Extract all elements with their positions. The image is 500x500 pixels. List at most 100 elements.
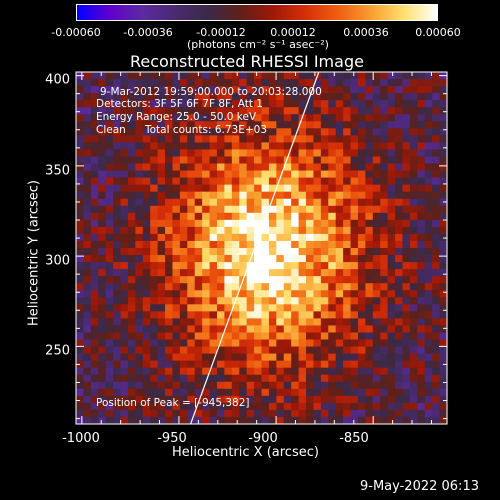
- heatmap-cell: [350, 72, 359, 80]
- heatmap-cell: [105, 219, 114, 228]
- heatmap-cell: [157, 353, 166, 362]
- heatmap-cell: [335, 276, 344, 284]
- heatmap-cell: [276, 149, 285, 158]
- heatmap-cell: [387, 219, 396, 228]
- heatmap-cell: [127, 219, 136, 228]
- heatmap-cell: [276, 114, 285, 122]
- heatmap-cell: [157, 262, 166, 270]
- heatmap-cell: [283, 325, 292, 334]
- heatmap-cell: [387, 255, 396, 263]
- heatmap-cell: [387, 388, 396, 397]
- heatmap-cell: [90, 149, 99, 158]
- heatmap-cell: [365, 86, 374, 94]
- heatmap-cell: [127, 304, 136, 312]
- heatmap-cell: [328, 135, 337, 143]
- heatmap-cell: [246, 212, 255, 221]
- heatmap-cell: [335, 128, 344, 136]
- heatmap-cell: [350, 163, 359, 172]
- heatmap-cell: [83, 311, 92, 319]
- heatmap-cell: [417, 198, 426, 207]
- heatmap-cell: [424, 191, 433, 200]
- heatmap-cell: [409, 142, 418, 151]
- heatmap-cell: [216, 402, 225, 411]
- heatmap-cell: [90, 233, 99, 242]
- heatmap-cell: [395, 416, 404, 425]
- heatmap-cell: [127, 381, 136, 390]
- heatmap-cell: [439, 402, 448, 411]
- heatmap-cell: [409, 233, 418, 242]
- heatmap-cell: [179, 191, 188, 200]
- heatmap-cell: [365, 262, 374, 270]
- heatmap-cell: [372, 276, 381, 284]
- heatmap-cell: [313, 318, 322, 327]
- heatmap-cell: [424, 107, 433, 115]
- heatmap-cell: [409, 409, 418, 418]
- heatmap-cell: [432, 72, 441, 80]
- heatmap-cell: [120, 149, 129, 158]
- heatmap-cell: [417, 170, 426, 179]
- heatmap-cell: [90, 240, 99, 249]
- heatmap-cell: [261, 388, 270, 397]
- heatmap-cell: [424, 360, 433, 369]
- heatmap-cell: [276, 100, 285, 108]
- heatmap-cell: [254, 402, 263, 411]
- heatmap-cell: [76, 332, 85, 341]
- heatmap-cell: [224, 156, 233, 165]
- heatmap-cell: [120, 416, 129, 425]
- heatmap-cell: [179, 79, 188, 87]
- heatmap-cell: [216, 100, 225, 108]
- heatmap-cell: [365, 219, 374, 228]
- heatmap-cell: [372, 191, 381, 200]
- heatmap-cell: [261, 114, 270, 122]
- heatmap-cell: [202, 269, 211, 277]
- heatmap-cell: [76, 283, 85, 291]
- heatmap-cell: [187, 409, 196, 418]
- heatmap-cell: [254, 86, 263, 94]
- heatmap-cell: [320, 416, 329, 425]
- heatmap-cell: [335, 240, 344, 249]
- heatmap-cell: [261, 248, 270, 256]
- heatmap-cell: [343, 353, 352, 362]
- heatmap-cell: [402, 121, 411, 129]
- heatmap-cell: [335, 184, 344, 193]
- heatmap-cell: [209, 276, 218, 284]
- heatmap-cell: [439, 248, 448, 256]
- heatmap-cell: [113, 339, 122, 348]
- heatmap-cell: [283, 121, 292, 129]
- heatmap-cell: [432, 107, 441, 115]
- heatmap-cell: [328, 416, 337, 425]
- heatmap-cell: [246, 332, 255, 341]
- heatmap-cell: [224, 409, 233, 418]
- heatmap-cell: [417, 121, 426, 129]
- heatmap-cell: [165, 360, 174, 369]
- heatmap-cell: [439, 205, 448, 214]
- heatmap-cell: [157, 374, 166, 383]
- heatmap-cell: [276, 72, 285, 80]
- heatmap-cell: [209, 142, 218, 151]
- heatmap-cell: [424, 283, 433, 291]
- heatmap-cell: [283, 100, 292, 108]
- heatmap-cell: [283, 72, 292, 80]
- heatmap-cell: [283, 353, 292, 362]
- heatmap-cell: [98, 128, 107, 136]
- heatmap-cell: [83, 170, 92, 179]
- heatmap-cell: [179, 339, 188, 348]
- heatmap-cell: [261, 198, 270, 207]
- heatmap-cell: [216, 360, 225, 369]
- heatmap-cell: [172, 360, 181, 369]
- heatmap-cell: [402, 332, 411, 341]
- heatmap-cell: [120, 381, 129, 390]
- heatmap-cell: [313, 114, 322, 122]
- heatmap-cell: [380, 374, 389, 383]
- heatmap-cell: [98, 79, 107, 87]
- heatmap-cell: [172, 332, 181, 341]
- heatmap-cell: [357, 128, 366, 136]
- heatmap-cell: [306, 409, 315, 418]
- heatmap-cell: [402, 255, 411, 263]
- heatmap-cell: [313, 325, 322, 334]
- heatmap-cell: [231, 142, 240, 151]
- heatmap-cell: [216, 233, 225, 242]
- heatmap-cell: [343, 149, 352, 158]
- heatmap-cell: [216, 367, 225, 376]
- heatmap-cell: [313, 135, 322, 143]
